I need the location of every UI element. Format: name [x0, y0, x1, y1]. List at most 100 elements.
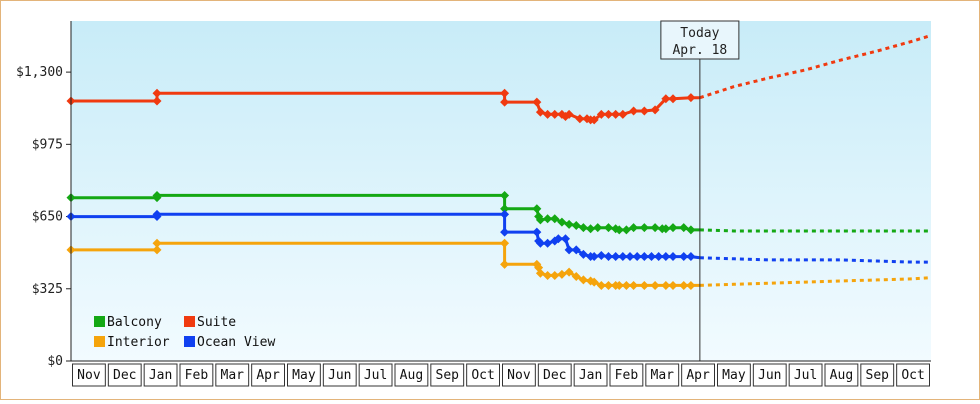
data-point	[561, 234, 570, 244]
x-tick-label: Jan	[579, 368, 602, 383]
x-axis: Nov Dec Jan Feb Mar Apr May Jun Jul Aug Sep Oct Nov D…	[72, 363, 931, 387]
data-point	[557, 217, 567, 227]
data-point	[535, 238, 545, 248]
data-point	[564, 267, 574, 277]
data-point	[550, 109, 560, 119]
data-point	[500, 190, 510, 200]
data-point	[578, 249, 588, 259]
series-suite	[66, 33, 932, 125]
data-point	[596, 250, 606, 260]
y-tick-label: $325	[32, 282, 63, 297]
data-point	[639, 223, 649, 233]
data-point	[575, 114, 585, 124]
x-tick-label: Sep	[866, 368, 890, 383]
x-month-cell	[358, 363, 393, 387]
data-point	[500, 238, 510, 248]
data-point	[604, 252, 613, 262]
data-point	[650, 105, 660, 115]
data-point	[152, 190, 162, 200]
x-month-cell	[788, 363, 823, 387]
x-month-cell	[860, 363, 895, 387]
data-point	[668, 252, 678, 262]
data-point	[500, 259, 510, 269]
x-tick-label: Jun	[328, 368, 351, 383]
series-interior	[66, 238, 932, 290]
data-point	[686, 225, 696, 235]
data-point	[586, 224, 596, 234]
data-point	[679, 252, 689, 262]
data-point	[614, 225, 624, 235]
data-point	[661, 224, 671, 234]
data-point	[571, 245, 581, 255]
data-point	[564, 245, 574, 255]
series-lines	[66, 33, 932, 290]
x-month-cell	[394, 363, 429, 387]
x-tick-label: Nov	[507, 368, 531, 383]
data-point	[654, 252, 664, 262]
legend-label: Suite	[197, 315, 236, 330]
x-month-cell	[752, 363, 787, 387]
data-point	[532, 97, 542, 107]
series-ocean-view	[66, 209, 931, 264]
x-tick-label: Nov	[77, 368, 101, 383]
x-month-cell	[430, 363, 465, 387]
data-point	[557, 269, 567, 279]
legend-label: Ocean View	[197, 335, 275, 350]
x-month-cell	[72, 363, 106, 387]
data-point	[596, 109, 606, 119]
data-point	[535, 107, 545, 117]
data-point	[632, 252, 642, 262]
x-month-cell	[143, 363, 178, 387]
data-point	[629, 280, 639, 290]
x-month-cell	[107, 363, 142, 387]
data-point	[500, 204, 510, 214]
x-tick-label: Oct	[901, 368, 924, 383]
x-month-cell	[609, 363, 644, 387]
data-point	[668, 223, 678, 233]
data-point	[550, 270, 560, 280]
x-tick-label: Jun	[758, 368, 781, 383]
y-tick-label: $1,300	[16, 65, 63, 80]
data-point	[639, 106, 649, 116]
data-point	[564, 109, 574, 119]
data-point	[578, 223, 588, 233]
data-point	[661, 252, 671, 262]
x-month-cell	[466, 363, 500, 387]
data-point	[500, 88, 510, 98]
data-point	[668, 94, 678, 104]
x-month-cell	[896, 363, 931, 387]
x-tick-label: Aug	[400, 368, 423, 383]
x-tick-label: Aug	[830, 368, 853, 383]
x-month-cell	[717, 363, 751, 387]
x-tick-label: Jul	[794, 368, 817, 383]
data-point	[679, 280, 689, 290]
legend-swatch	[94, 336, 105, 347]
x-tick-label: May	[292, 368, 316, 383]
data-point	[639, 252, 649, 262]
data-point	[661, 280, 671, 290]
x-tick-label: Mar	[651, 368, 675, 383]
y-tick-label: $0	[47, 354, 63, 369]
data-point	[593, 223, 603, 233]
data-point	[589, 115, 599, 125]
data-point	[571, 220, 581, 230]
x-tick-label: Mar	[221, 368, 245, 383]
x-tick-label: Dec	[543, 368, 566, 383]
plot-background	[71, 21, 931, 361]
data-point	[564, 219, 574, 229]
data-point	[604, 223, 613, 233]
x-month-cell	[537, 363, 572, 387]
today-label: Today	[680, 26, 719, 41]
data-point	[589, 252, 599, 262]
data-point	[604, 280, 613, 290]
data-point	[596, 280, 606, 290]
x-tick-label: Feb	[615, 368, 639, 383]
data-point	[571, 272, 581, 282]
data-point	[152, 88, 162, 98]
y-axis: $0 $325 $650 $975 $1,300	[16, 65, 71, 369]
legend-swatch	[94, 316, 105, 327]
data-point	[611, 252, 621, 262]
data-point	[550, 214, 560, 224]
today-marker: Today Apr. 18	[660, 20, 740, 361]
data-point	[686, 93, 696, 103]
